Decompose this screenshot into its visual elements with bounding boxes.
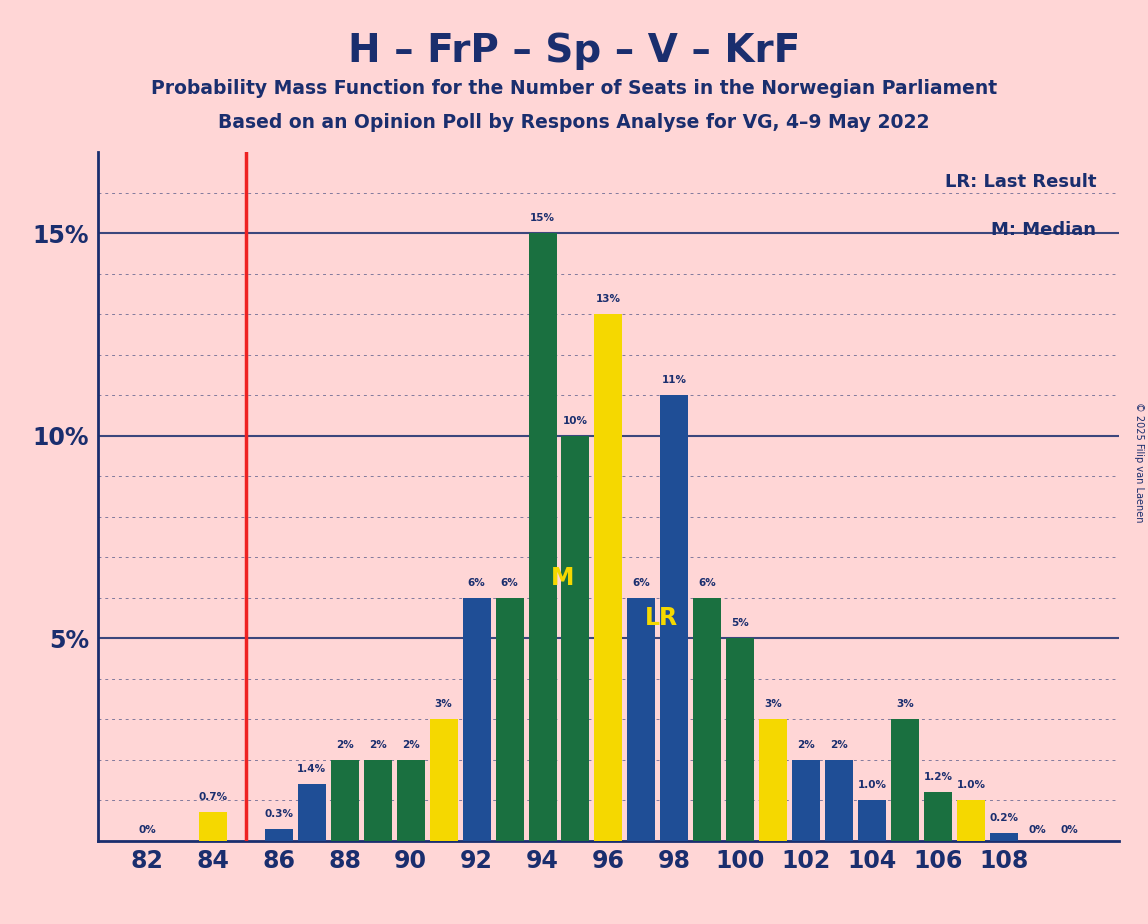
Text: 6%: 6% <box>633 578 650 588</box>
Bar <box>265 829 293 841</box>
Bar <box>528 234 557 841</box>
Bar <box>792 760 820 841</box>
Text: 11%: 11% <box>662 375 687 385</box>
Text: 0%: 0% <box>1061 825 1079 834</box>
Text: H – FrP – Sp – V – KrF: H – FrP – Sp – V – KrF <box>348 32 800 70</box>
Text: 6%: 6% <box>698 578 716 588</box>
Text: M: M <box>551 565 574 590</box>
Bar <box>297 784 326 841</box>
Bar <box>957 800 985 841</box>
Text: 0.7%: 0.7% <box>199 793 227 802</box>
Bar <box>727 638 754 841</box>
Text: M: Median: M: Median <box>991 222 1096 239</box>
Bar <box>891 720 920 841</box>
Bar <box>628 598 656 841</box>
Bar <box>990 833 1018 841</box>
Text: Based on an Opinion Poll by Respons Analyse for VG, 4–9 May 2022: Based on an Opinion Poll by Respons Anal… <box>218 113 930 132</box>
Text: 3%: 3% <box>765 699 782 710</box>
Text: LR: Last Result: LR: Last Result <box>945 173 1096 190</box>
Text: Probability Mass Function for the Number of Seats in the Norwegian Parliament: Probability Mass Function for the Number… <box>150 79 998 98</box>
Text: 1.2%: 1.2% <box>923 772 953 782</box>
Text: 0%: 0% <box>1027 825 1046 834</box>
Bar <box>463 598 490 841</box>
Bar <box>199 812 227 841</box>
Bar <box>429 720 458 841</box>
Text: 1.4%: 1.4% <box>297 764 326 774</box>
Text: 5%: 5% <box>731 618 750 628</box>
Bar <box>759 720 788 841</box>
Bar <box>595 314 622 841</box>
Bar <box>660 395 689 841</box>
Text: 2%: 2% <box>402 740 419 749</box>
Text: 13%: 13% <box>596 295 621 304</box>
Text: 2%: 2% <box>336 740 354 749</box>
Text: 2%: 2% <box>369 740 387 749</box>
Text: 10%: 10% <box>563 416 588 426</box>
Text: 3%: 3% <box>897 699 914 710</box>
Text: 15%: 15% <box>530 213 554 224</box>
Bar <box>561 436 589 841</box>
Bar <box>693 598 721 841</box>
Text: 2%: 2% <box>798 740 815 749</box>
Text: 6%: 6% <box>467 578 486 588</box>
Text: 6%: 6% <box>501 578 519 588</box>
Text: LR: LR <box>645 606 677 630</box>
Bar <box>825 760 853 841</box>
Text: 1.0%: 1.0% <box>858 780 886 790</box>
Bar <box>924 792 952 841</box>
Text: 0.2%: 0.2% <box>990 812 1018 822</box>
Bar <box>331 760 359 841</box>
Bar <box>397 760 425 841</box>
Text: © 2025 Filip van Laenen: © 2025 Filip van Laenen <box>1134 402 1143 522</box>
Text: 1.0%: 1.0% <box>956 780 985 790</box>
Bar <box>858 800 886 841</box>
Text: 2%: 2% <box>830 740 848 749</box>
Text: 3%: 3% <box>435 699 452 710</box>
Text: 0%: 0% <box>138 825 156 834</box>
Text: 0.3%: 0.3% <box>264 808 294 819</box>
Bar <box>364 760 391 841</box>
Bar <box>496 598 523 841</box>
